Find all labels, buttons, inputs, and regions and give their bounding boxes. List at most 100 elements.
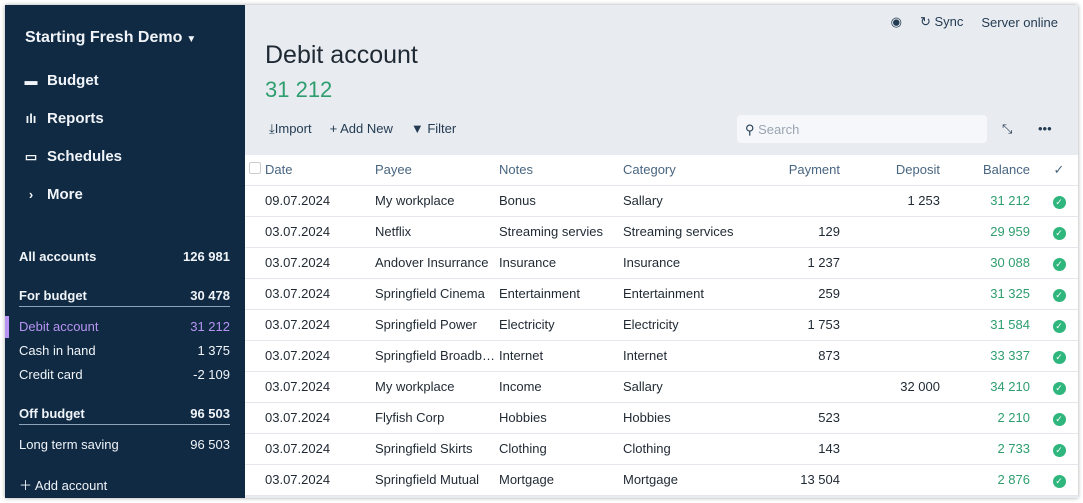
table-row[interactable]: 03.07.2024 Andover Insurrance Insurance Ins… (245, 247, 1078, 279)
cell-notes[interactable]: Mortgage (499, 464, 623, 496)
cell-notes[interactable]: Hobbies (499, 402, 623, 434)
cell-payee[interactable]: Springfield Cinema (375, 278, 499, 310)
cell-category[interactable]: Streaming services (623, 216, 753, 248)
cell-balance[interactable]: 33 337 (950, 340, 1040, 372)
cell-date[interactable]: 03.07.2024 (265, 464, 375, 496)
cell-category[interactable]: Electricity (623, 309, 753, 341)
cell-deposit[interactable] (850, 433, 950, 465)
cell-balance[interactable]: 31 325 (950, 278, 1040, 310)
cell-notes[interactable]: Entertainment (499, 278, 623, 310)
cell-payment[interactable]: 873 (753, 340, 850, 372)
cell-deposit[interactable] (850, 247, 950, 279)
cell-notes[interactable]: Clothing (499, 433, 623, 465)
add-new-button[interactable]: + Add New (330, 121, 393, 137)
cell-category[interactable]: Insurance (623, 247, 753, 279)
cell-category[interactable]: Entertainment (623, 278, 753, 310)
nav-schedules[interactable]: ▭ Schedules (23, 148, 122, 165)
cell-category[interactable]: Internet (623, 340, 753, 372)
table-row[interactable]: 03.07.2024 Springfield Power Electricity El… (245, 309, 1078, 341)
cell-date[interactable]: 03.07.2024 (265, 402, 375, 434)
table-row[interactable]: 03.07.2024 Springfield Skirts Clothing Clot… (245, 433, 1078, 465)
cleared-check-icon[interactable]: ✓ (1052, 226, 1066, 240)
cell-deposit[interactable] (850, 402, 950, 434)
cell-balance[interactable]: 2 733 (950, 433, 1040, 465)
cell-payment[interactable]: 1 753 (753, 309, 850, 341)
cleared-check-icon[interactable]: ✓ (1052, 412, 1066, 426)
cell-balance[interactable]: 31 584 (950, 309, 1040, 341)
select-all-checkbox[interactable] (249, 162, 261, 175)
cell-payee[interactable]: Flyfish Corp (375, 402, 499, 434)
header-payment[interactable]: Payment (753, 155, 850, 186)
cell-deposit[interactable] (850, 340, 950, 372)
cell-payee[interactable]: Springfield Power (375, 309, 499, 341)
table-row[interactable]: 03.07.2024 Springfield Cinema Entertainmen… (245, 278, 1078, 310)
account-credit[interactable]: Credit card -2 109 (19, 367, 230, 382)
cell-notes[interactable]: Insurance (499, 247, 623, 279)
cell-payment[interactable]: 1 237 (753, 247, 850, 279)
cleared-check-icon[interactable]: ✓ (1052, 474, 1066, 488)
add-account-button[interactable]: ＋ Add account (19, 475, 107, 494)
account-cash[interactable]: Cash in hand 1 375 (19, 343, 230, 358)
cell-date[interactable]: 03.07.2024 (265, 278, 375, 310)
cell-balance[interactable]: 30 088 (950, 247, 1040, 279)
cell-deposit[interactable] (850, 278, 950, 310)
cell-balance[interactable]: 2 876 (950, 464, 1040, 496)
more-options-icon[interactable]: ••• (1038, 121, 1052, 136)
cell-payment[interactable]: 523 (753, 402, 850, 434)
cell-notes[interactable]: Internet (499, 340, 623, 372)
nav-budget[interactable]: ▬ Budget (23, 72, 99, 89)
filter-button[interactable]: ▼ Filter (411, 121, 456, 137)
cell-payee[interactable]: Springfield Mutual (375, 464, 499, 496)
header-payee[interactable]: Payee (375, 155, 499, 186)
header-balance[interactable]: Balance (950, 155, 1040, 186)
cleared-check-icon[interactable]: ✓ (1052, 319, 1066, 333)
table-row[interactable]: 03.07.2024 Springfield Mutual Mortgage Mort… (245, 464, 1078, 496)
cell-category[interactable]: Sallary (623, 185, 753, 217)
search-input[interactable]: ⚲ Search (737, 115, 987, 143)
cell-payment[interactable]: 259 (753, 278, 850, 310)
cell-notes[interactable]: Streaming servies (499, 216, 623, 248)
cell-notes[interactable]: Income (499, 371, 623, 403)
cell-payee[interactable]: Springfield Broadband (375, 340, 499, 372)
cell-date[interactable]: 09.07.2024 (265, 185, 375, 217)
cell-payee[interactable]: Springfield Skirts (375, 433, 499, 465)
header-cleared[interactable]: ✓ (1040, 155, 1078, 186)
cell-category[interactable]: Clothing (623, 433, 753, 465)
cell-category[interactable]: Sallary (623, 371, 753, 403)
table-row[interactable]: 03.07.2024 Netflix Streaming servies Stream… (245, 216, 1078, 248)
account-debit[interactable]: Debit account 31 212 (19, 319, 230, 334)
cell-date[interactable]: 03.07.2024 (265, 216, 375, 248)
header-category[interactable]: Category (623, 155, 753, 186)
cell-payee[interactable]: My workplace (375, 371, 499, 403)
cell-notes[interactable]: Bonus (499, 185, 623, 217)
cell-category[interactable]: Mortgage (623, 464, 753, 496)
off-budget[interactable]: Off budget 96 503 (19, 406, 230, 425)
nav-reports[interactable]: ılı Reports (23, 110, 104, 127)
cell-balance[interactable]: 31 212 (950, 185, 1040, 217)
table-row[interactable]: 03.07.2024 My workplace Income Sallary 32 00… (245, 371, 1078, 403)
cell-notes[interactable]: Electricity (499, 309, 623, 341)
cell-payee[interactable]: My workplace (375, 185, 499, 217)
all-accounts[interactable]: All accounts 126 981 (19, 249, 230, 264)
cleared-check-icon[interactable]: ✓ (1052, 381, 1066, 395)
eye-icon[interactable]: ◉ (890, 14, 902, 29)
cleared-check-icon[interactable]: ✓ (1052, 195, 1066, 209)
cell-deposit[interactable]: 1 253 (850, 185, 950, 217)
budget-name-menu[interactable]: Starting Fresh Demo ▼ (25, 29, 197, 46)
nav-more[interactable]: › More (23, 186, 83, 203)
cell-date[interactable]: 03.07.2024 (265, 309, 375, 341)
sync-button[interactable]: ↻ Sync (920, 14, 963, 30)
table-row[interactable]: 03.07.2024 Springfield Broadband Internet I… (245, 340, 1078, 372)
cell-deposit[interactable] (850, 464, 950, 496)
header-date[interactable]: Date (265, 155, 375, 186)
header-deposit[interactable]: Deposit (850, 155, 950, 186)
cell-date[interactable]: 03.07.2024 (265, 247, 375, 279)
cell-deposit[interactable] (850, 216, 950, 248)
cell-date[interactable]: 03.07.2024 (265, 371, 375, 403)
cell-deposit[interactable] (850, 309, 950, 341)
account-long-term[interactable]: Long term saving 96 503 (19, 437, 230, 452)
cell-balance[interactable]: 29 959 (950, 216, 1040, 248)
cell-date[interactable]: 03.07.2024 (265, 433, 375, 465)
cell-payee[interactable]: Andover Insurrance (375, 247, 499, 279)
cell-deposit[interactable]: 32 000 (850, 371, 950, 403)
